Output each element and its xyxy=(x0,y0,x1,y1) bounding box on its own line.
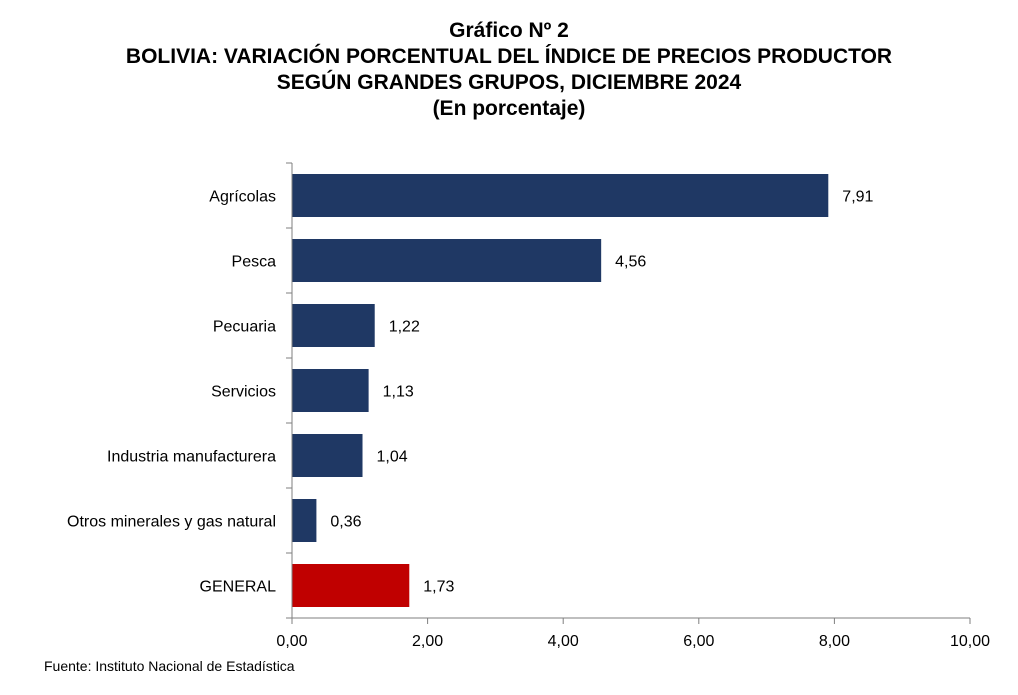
category-label-agricolas: Agrícolas xyxy=(209,189,276,206)
bar-industria-manufacturera xyxy=(292,434,363,477)
x-tick-label: 0,00 xyxy=(276,633,307,650)
bars-layer xyxy=(292,174,829,607)
labels-layer: Agrícolas 7,91 Pesca 4,56 Pecuaria 1,22 Servic… xyxy=(67,189,990,651)
category-label-servicios: Servicios xyxy=(211,384,276,401)
x-tick-label: 4,00 xyxy=(548,633,579,650)
value-label-industria-manufacturera: 1,04 xyxy=(377,449,408,466)
chart-title-block: Gráfico Nº 2 BOLIVIA: VARIACIÓN PORCENTU… xyxy=(0,18,1018,122)
value-label-general: 1,73 xyxy=(423,579,454,596)
x-tick-label: 6,00 xyxy=(683,633,714,650)
chart-number: Gráfico Nº 2 xyxy=(449,19,569,42)
bar-general xyxy=(292,564,410,607)
value-label-otros-minerales-y-gas-natural: 0,36 xyxy=(330,514,361,531)
value-label-agricolas: 7,91 xyxy=(842,189,873,206)
bar-servicios xyxy=(292,369,369,412)
chart-title-line1: BOLIVIA: VARIACIÓN PORCENTUAL DEL ÍNDICE… xyxy=(125,45,893,68)
chart-title-line2: SEGÚN GRANDES GRUPOS, DICIEMBRE 2024 xyxy=(276,71,742,94)
axis-layer xyxy=(286,162,971,624)
bar-pecuaria xyxy=(292,304,375,347)
value-label-pecuaria: 1,22 xyxy=(389,319,420,336)
category-label-pecuaria: Pecuaria xyxy=(213,319,276,336)
value-label-pesca: 4,56 xyxy=(615,254,646,271)
source-note: Fuente: Instituto Nacional de Estadístic… xyxy=(44,658,295,674)
value-label-servicios: 1,13 xyxy=(383,384,414,401)
bar-pesca xyxy=(292,239,602,282)
x-tick-label: 2,00 xyxy=(412,633,443,650)
category-label-pesca: Pesca xyxy=(232,254,277,271)
category-label-general: GENERAL xyxy=(200,579,277,596)
bar-agricolas xyxy=(292,174,829,217)
chart-unit: (En porcentaje) xyxy=(432,97,586,120)
x-tick-label: 10,00 xyxy=(950,633,990,650)
category-label-otros-minerales-y-gas-natural: Otros minerales y gas natural xyxy=(67,514,276,531)
bar-otros-minerales-y-gas-natural xyxy=(292,499,317,542)
category-label-industria-manufacturera: Industria manufacturera xyxy=(107,449,276,466)
x-tick-label: 8,00 xyxy=(819,633,850,650)
